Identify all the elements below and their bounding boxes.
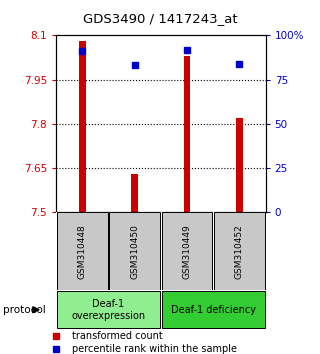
Bar <box>236 118 243 212</box>
Bar <box>57 212 108 290</box>
Text: percentile rank within the sample: percentile rank within the sample <box>72 343 237 354</box>
Bar <box>131 174 138 212</box>
Text: transformed count: transformed count <box>72 331 163 341</box>
Bar <box>214 212 265 290</box>
Bar <box>162 212 212 290</box>
Text: GDS3490 / 1417243_at: GDS3490 / 1417243_at <box>83 12 237 25</box>
Text: Deaf-1
overexpression: Deaf-1 overexpression <box>71 299 146 321</box>
Bar <box>79 41 86 212</box>
Text: GSM310448: GSM310448 <box>78 224 87 279</box>
Bar <box>57 291 160 329</box>
Text: GSM310450: GSM310450 <box>130 224 139 279</box>
Text: GSM310449: GSM310449 <box>182 224 191 279</box>
Text: Deaf-1 deficiency: Deaf-1 deficiency <box>171 305 256 315</box>
Bar <box>109 212 160 290</box>
Bar <box>162 291 265 329</box>
Text: GSM310452: GSM310452 <box>235 224 244 279</box>
Text: protocol: protocol <box>3 305 46 315</box>
Bar <box>184 56 190 212</box>
